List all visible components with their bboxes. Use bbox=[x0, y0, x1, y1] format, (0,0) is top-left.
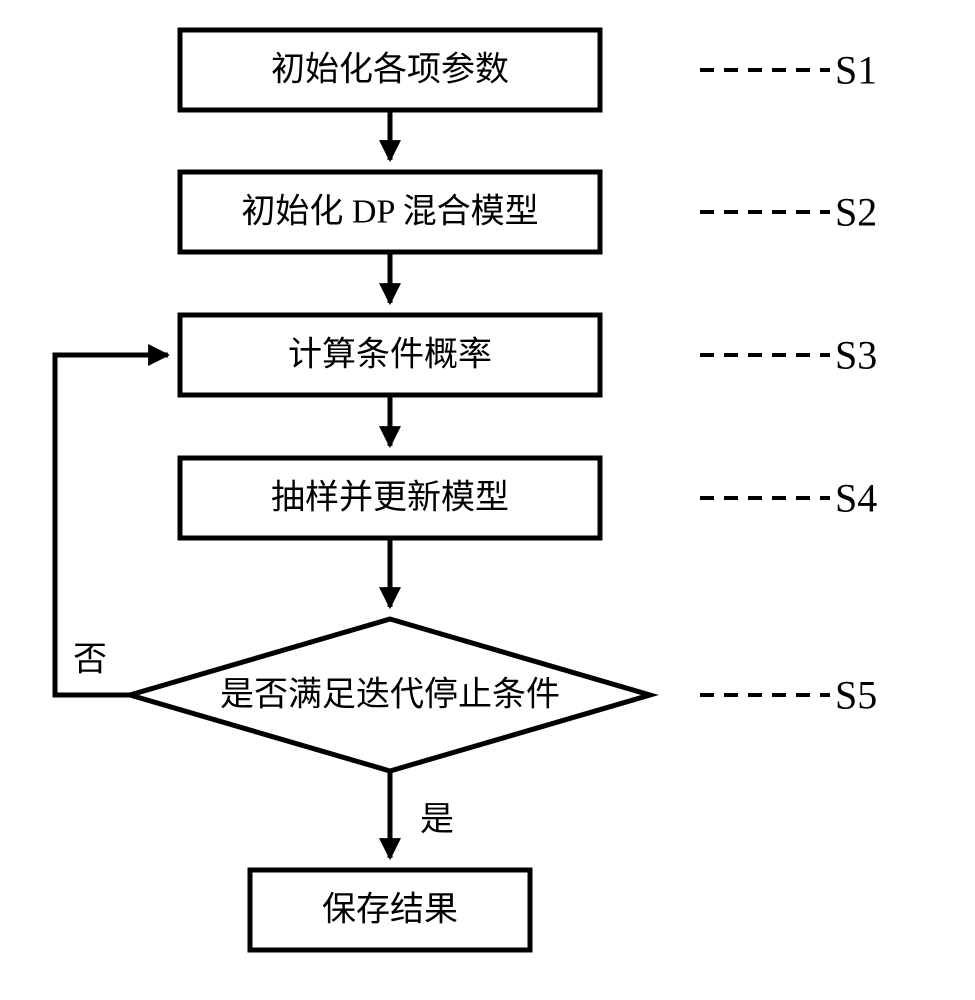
flow-node-label-n5: 是否满足迭代停止条件 bbox=[220, 676, 560, 714]
step-label-s5: S5 bbox=[835, 673, 877, 718]
flow-node-label-n6: 保存结果 bbox=[322, 891, 458, 929]
flow-node-label-n3: 计算条件概率 bbox=[288, 336, 492, 374]
flow-edge-n5-n3 bbox=[55, 355, 168, 695]
step-label-s1: S1 bbox=[835, 48, 877, 93]
step-label-s2: S2 bbox=[835, 190, 877, 235]
step-label-s4: S4 bbox=[835, 476, 877, 521]
step-label-s3: S3 bbox=[835, 333, 877, 378]
flow-node-label-n4: 抽样并更新模型 bbox=[271, 479, 509, 517]
flow-node-label-n2: 初始化 DP 混合模型 bbox=[241, 193, 538, 231]
flowchart-canvas: 初始化各项参数初始化 DP 混合模型计算条件概率抽样并更新模型是否满足迭代停止条… bbox=[0, 0, 975, 1000]
flow-edge-label-n5-n3: 否 bbox=[73, 642, 107, 679]
flow-edge-label-n5-n6: 是 bbox=[420, 802, 454, 839]
flow-node-label-n1: 初始化各项参数 bbox=[271, 51, 509, 89]
